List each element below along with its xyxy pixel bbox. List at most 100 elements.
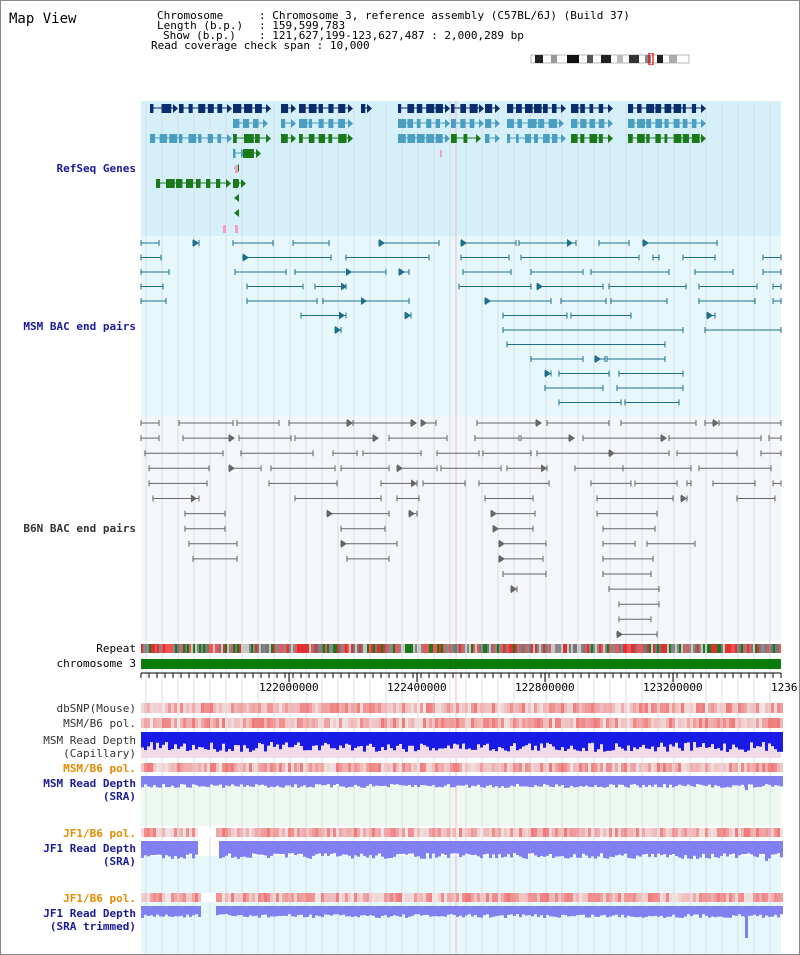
msm-sra-depth-bar (699, 776, 702, 785)
msm-sra-depth-bar (264, 776, 267, 786)
repeat-element (617, 644, 619, 653)
repeat-element (467, 644, 469, 653)
repeat-element (713, 644, 715, 653)
msm-pol-cell (303, 718, 306, 728)
jf1-sra-depth-bar (363, 841, 366, 856)
msm-pol-cell (729, 718, 732, 728)
repeat-element (473, 644, 475, 653)
msm-sra-depth-bar (420, 776, 423, 786)
gene-exon (451, 134, 457, 143)
msm-cap-depth-bar (765, 732, 768, 751)
jf1-pol2-cell (735, 893, 738, 902)
msm-pol2-cell (378, 763, 381, 772)
msm-sra-depth-bar (636, 776, 639, 786)
repeat-element (457, 644, 459, 653)
repeat-element (401, 644, 403, 653)
jf1-trim-depth-bar (621, 906, 624, 915)
msm-pol2-cell (762, 763, 765, 772)
dbsnp-cell (723, 703, 726, 713)
track-label-refseq[interactable]: RefSeq Genes (56, 162, 136, 175)
gene-exon (543, 104, 548, 113)
track-label-repeat[interactable]: Repeat (96, 642, 136, 655)
jf1-pol-cell (330, 828, 333, 837)
jf1-trim-depth-bar (258, 906, 261, 918)
track-label-dbsnp[interactable]: dbSNP(Mouse) (56, 702, 136, 715)
msm-pol2-cell (261, 763, 264, 772)
jf1-pol2-cell (324, 893, 327, 902)
msm-bac-pair (292, 240, 330, 246)
track-label-msm-depth-sra[interactable]: MSM Read Depth (SRA) (43, 777, 136, 803)
msm-pol2-cell (711, 763, 714, 772)
repeat-element (505, 644, 507, 653)
msm-bac-features[interactable] (140, 239, 782, 406)
jf1-pol2-cell (747, 893, 750, 902)
jf1-sra-depth-bar (564, 841, 567, 859)
gene-exon (516, 134, 519, 143)
dbsnp-cell (729, 703, 732, 713)
msm-pol2-cell (222, 763, 225, 772)
jf1-trim-depth-bar (708, 906, 711, 918)
b6n-bac-features[interactable] (140, 419, 782, 654)
track-label-msm-bac[interactable]: MSM BAC end pairs (23, 320, 136, 333)
jf1-pol-cell (177, 828, 180, 837)
repeat-element (555, 644, 557, 653)
track-label-msm-b6-pol[interactable]: MSM/B6 pol. (63, 717, 136, 730)
track-label-chromosome[interactable]: chromosome 3 (56, 657, 136, 670)
repeat-element (221, 644, 223, 653)
msm-cap-depth-bar (642, 732, 645, 745)
jf1-trim-depth-bar (750, 906, 753, 916)
b6n-bac-pair (768, 435, 782, 442)
chromosome-ideogram[interactable] (529, 53, 691, 65)
ruler-tick-label: 123200000 (643, 681, 703, 694)
repeat-element (595, 644, 597, 653)
gene-exon (460, 104, 467, 113)
jf1-pol2-cell (279, 893, 282, 902)
jf1-pol2-cell (480, 893, 483, 902)
gene-exon (507, 119, 514, 128)
msm-cap-depth-bar (408, 732, 411, 746)
repeat-element (263, 644, 265, 653)
track-label-jf1-depth-trimmed[interactable]: JF1 Read Depth (SRA trimmed) (43, 907, 136, 933)
jf1-pol2-cell (708, 893, 711, 902)
msm-sra-depth-bar (357, 776, 360, 787)
dbsnp-cell (537, 703, 540, 713)
msm-pol-cell (723, 718, 726, 728)
msm-cap-depth-bar (324, 732, 327, 743)
jf1-trim-depth-bar (234, 906, 237, 917)
dbsnp-cell (750, 703, 753, 713)
b6n-bac-pair (634, 480, 678, 487)
msm-cap-depth-bar (732, 732, 735, 745)
msm-pol2-cell (777, 763, 780, 772)
dbsnp-cell (609, 703, 612, 713)
repeat-element (631, 644, 633, 653)
dbsnp-cell (177, 703, 180, 713)
bac-arrow (545, 369, 551, 378)
msm-sra-depth-bar (666, 776, 669, 788)
b6n-bac-pair (520, 434, 575, 443)
msm-pol-cell (276, 718, 279, 728)
track-label-b6n-bac[interactable]: B6N BAC end pairs (23, 522, 136, 535)
jf1-trim-depth-bar (288, 906, 291, 915)
msm-pol2-cell (426, 763, 429, 772)
track-label-jf1-depth-sra[interactable]: JF1 Read Depth (SRA) (43, 842, 136, 868)
track-label-jf1-b6-pol[interactable]: JF1/B6 pol. (63, 827, 136, 840)
refseq-gene-features[interactable] (150, 104, 706, 233)
track-label-jf1-b6-pol-2[interactable]: JF1/B6 pol. (63, 892, 136, 905)
msm-pol2-cell (546, 763, 549, 772)
jf1-sra-depth-bar (627, 841, 630, 858)
jf1-trim-depth-bar (567, 906, 570, 917)
msm-sra-depth-bar (456, 776, 459, 786)
jf1-pol-cell (690, 828, 693, 837)
b6n-bac-pair (148, 465, 210, 472)
chromosome-bar[interactable] (141, 659, 781, 669)
msm-cap-depth-bar (366, 732, 369, 746)
msm-pol-cell (513, 718, 516, 728)
repeat-track (141, 644, 781, 653)
track-label-msm-b6-pol-2[interactable]: MSM/B6 pol. (63, 762, 136, 775)
track-label-msm-depth-capillary[interactable]: MSM Read Depth (Capillary) (43, 734, 136, 760)
jf1-pol2-cell (318, 893, 321, 902)
repeat-element (321, 644, 323, 653)
jf1-pol2-cell (774, 893, 777, 902)
jf1-pol2-cell (165, 893, 168, 902)
